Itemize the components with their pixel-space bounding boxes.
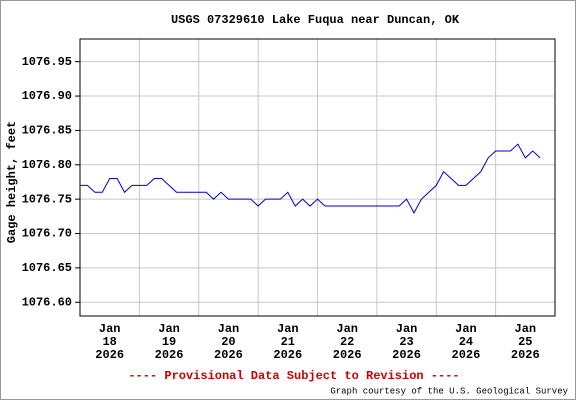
plot-border (79, 38, 556, 317)
y-axis-label: Gage height, feet (5, 121, 19, 243)
y-tick-label: 1076.60 (22, 295, 72, 309)
x-tick-label: 25 (518, 335, 532, 349)
x-tick-label: Jan (158, 322, 180, 336)
x-tick-label: 2026 (511, 348, 540, 362)
x-tick-label: 22 (340, 335, 354, 349)
y-tick-label: 1076.85 (22, 124, 72, 138)
x-tick-label: Jan (515, 322, 537, 336)
y-tick-label: 1076.90 (22, 89, 72, 103)
y-tick-label: 1076.95 (22, 55, 72, 69)
x-tick-label: Jan (396, 322, 418, 336)
x-tick-label: Jan (277, 322, 299, 336)
x-tick-label: 20 (221, 335, 235, 349)
provisional-note: ---- Provisional Data Subject to Revisio… (128, 369, 459, 383)
x-tick-label: 18 (102, 335, 116, 349)
x-tick-label: Jan (218, 322, 240, 336)
y-tick-label: 1076.75 (22, 192, 72, 206)
x-tick-label: Jan (336, 322, 358, 336)
x-tick-label: Jan (455, 322, 477, 336)
credit: Graph courtesy of the U.S. Geological Su… (330, 386, 568, 396)
y-tick-label: 1076.70 (22, 227, 72, 241)
x-tick-label: 2026 (452, 348, 481, 362)
chart-title: USGS 07329610 Lake Fuqua near Duncan, OK (171, 13, 460, 27)
data-line (80, 143, 541, 214)
x-tick-label: 2026 (273, 348, 302, 362)
x-tick-label: 19 (162, 335, 176, 349)
x-tick-label: Jan (99, 322, 121, 336)
x-tick-label: 23 (399, 335, 413, 349)
x-tick-label: 2026 (392, 348, 421, 362)
x-tick-label: 2026 (95, 348, 124, 362)
x-tick-label: 2026 (214, 348, 243, 362)
x-tick-label: 24 (459, 335, 473, 349)
y-tick-label: 1076.80 (22, 158, 72, 172)
x-tick-label: 2026 (155, 348, 184, 362)
y-tick-label: 1076.65 (22, 261, 72, 275)
x-tick-label: 21 (281, 335, 295, 349)
x-tick-label: 2026 (333, 348, 362, 362)
